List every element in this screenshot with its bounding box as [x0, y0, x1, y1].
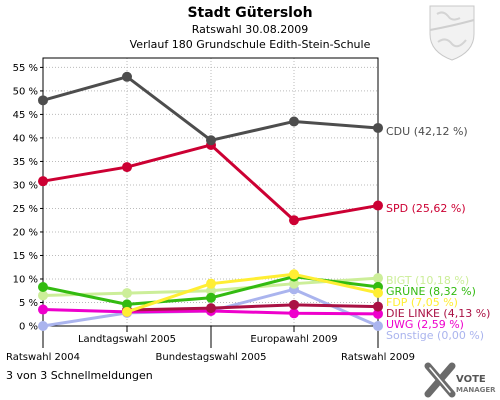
x-tick-label: Bundestagswahl 2005 [156, 352, 267, 363]
data-point [38, 176, 48, 187]
series-labels: CDU (42,12 %) SPD (25,62 %) GRÜNE (8,32 %)… [386, 125, 490, 342]
y-tick-label: 20 % [13, 227, 38, 238]
y-tick-label: 35 % [13, 157, 38, 168]
data-point [373, 200, 383, 211]
series-label-cdu: CDU (42,12 %) [386, 125, 468, 138]
series-label-spd: SPD (25,62 %) [386, 202, 466, 215]
data-point [206, 285, 216, 296]
data-point [373, 122, 383, 133]
x-tick-label: Landtagswahl 2005 [78, 334, 176, 345]
y-axis: 0 % 5 % 10 % 15 % 20 % 25 % 30 % 35 % 40 % 45 % 50… [13, 63, 43, 333]
data-point [289, 278, 299, 289]
series-label-fdp: FDP (7,05 %) [386, 296, 458, 309]
series-lines [38, 71, 383, 331]
data-point [38, 304, 48, 315]
x-tick-label: Ratswahl 2009 [341, 352, 415, 363]
data-point [38, 95, 48, 106]
data-point [122, 299, 132, 310]
data-point [206, 135, 216, 146]
y-tick-label: 50 % [13, 86, 38, 97]
data-point [122, 71, 132, 82]
series-cdu [38, 71, 383, 146]
data-point [289, 299, 299, 310]
data-point [38, 321, 48, 331]
x-tick-label: Europawahl 2009 [250, 334, 337, 345]
vote-manager-logo: VOTE MANAGER [424, 362, 496, 398]
data-point [289, 116, 299, 127]
series-line [126, 303, 379, 312]
y-tick-label: 10 % [13, 274, 38, 285]
y-tick-label: 5 % [19, 298, 38, 309]
data-point [373, 321, 383, 331]
series-fdp [122, 269, 383, 317]
series-label-uwg: UWG (2,59 %) [386, 318, 464, 331]
y-tick-label: 45 % [13, 110, 38, 121]
status-text: 3 von 3 Schnellmeldungen [6, 369, 153, 382]
data-point [289, 215, 299, 226]
series-label-gr-ne: GRÜNE (8,32 %) [386, 285, 476, 298]
data-point [206, 292, 216, 303]
series-spd [38, 139, 383, 226]
data-point [122, 306, 132, 317]
brand-name: VOTE [456, 374, 486, 385]
y-tick-label: 0 % [19, 322, 38, 333]
data-point [289, 269, 299, 280]
data-point [373, 301, 383, 312]
data-point [206, 278, 216, 289]
data-point [373, 287, 383, 298]
data-point [373, 273, 383, 284]
data-point [289, 308, 299, 319]
y-tick-label: 55 % [13, 63, 38, 74]
chart-subtitle-date: Ratswahl 30.08.2009 [192, 23, 308, 36]
series-label-die-linke: DIE LINKE (4,13 %) [386, 307, 490, 320]
series-die-linke [122, 299, 383, 316]
chart-subtitle-location: Verlauf 180 Grundschule Edith-Stein-Schu… [130, 38, 371, 51]
x-axis: Ratswahl 2004 Landtagswahl 2005 Bundestags… [6, 326, 415, 363]
y-tick-label: 40 % [13, 133, 38, 144]
data-point [38, 290, 48, 301]
chart-title: Stadt Gütersloh [187, 5, 312, 21]
y-tick-label: 25 % [13, 204, 38, 215]
brand-sub: MANAGER [456, 386, 496, 394]
data-point [122, 162, 132, 173]
coat-of-arms-icon [429, 5, 475, 61]
data-point [122, 288, 132, 299]
data-point [38, 281, 48, 292]
data-point [206, 303, 216, 314]
y-tick-label: 15 % [13, 251, 38, 262]
series-label-bigt: BIGT (10,18 %) [386, 274, 469, 287]
ballot-x-icon [424, 362, 456, 398]
y-tick-label: 30 % [13, 180, 38, 191]
series-line [126, 272, 379, 314]
data-point [373, 308, 383, 319]
series-label-sonstige: Sonstige (0,00 %) [386, 329, 484, 342]
x-tick-label: Ratswahl 2004 [6, 352, 80, 363]
